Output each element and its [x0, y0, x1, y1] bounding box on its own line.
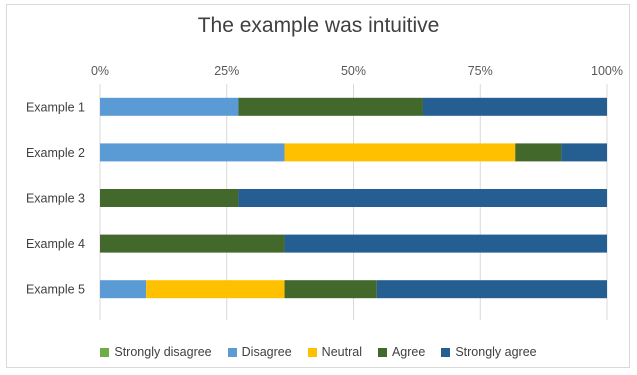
x-tick-label: 50%: [341, 64, 366, 78]
legend-swatch: [227, 347, 237, 357]
bar-segment: [284, 234, 607, 253]
bar-segment: [561, 143, 607, 162]
legend-label: Strongly disagree: [114, 345, 212, 359]
legend: Strongly disagree Disagree Neutral Agree Str…: [0, 342, 637, 362]
legend-swatch: [441, 347, 451, 357]
bar-segment: [100, 97, 239, 116]
legend-item: Neutral: [307, 345, 362, 359]
bar-segment: [238, 189, 607, 207]
bar-segment: [100, 143, 285, 162]
bar-segment: [100, 280, 147, 299]
y-axis-categories: Example 1 Example 2 Example 3 Example 4 Exam…: [26, 100, 85, 296]
legend-swatch: [377, 347, 387, 357]
bar-segment: [100, 234, 285, 253]
legend-label: Disagree: [241, 345, 292, 359]
bar-segment: [422, 97, 607, 116]
legend-item: Strongly agree: [441, 345, 537, 359]
legend-swatch: [100, 347, 110, 357]
legend-label: Neutral: [321, 345, 362, 359]
bar-segment: [284, 280, 377, 299]
bar-segment: [238, 97, 423, 116]
category-label: Example 5: [26, 283, 85, 297]
x-tick-label: 100%: [591, 64, 623, 78]
x-tick-label: 75%: [468, 64, 493, 78]
x-tick-label: 25%: [214, 64, 239, 78]
legend-item: Agree: [377, 345, 426, 359]
x-tick-label: 0%: [91, 64, 109, 78]
category-label: Example 1: [26, 100, 85, 114]
legend-item: Strongly disagree: [100, 345, 212, 359]
chart-title: The example was intuitive: [197, 14, 440, 37]
bar-segment: [515, 143, 562, 162]
bar-segment: [284, 143, 516, 162]
category-label: Example 3: [26, 192, 85, 206]
bar-segment: [146, 280, 285, 299]
legend-item: Disagree: [227, 345, 292, 359]
chart-frame: [6, 4, 630, 368]
category-label: Example 4: [26, 237, 85, 251]
legend-swatch: [307, 347, 317, 357]
category-label: Example 2: [26, 146, 85, 160]
legend-label: Strongly agree: [455, 345, 537, 359]
legend-label: Agree: [391, 345, 426, 359]
bars: [100, 97, 607, 299]
bar-segment: [100, 189, 239, 207]
x-axis-ticks: 0% 25% 50% 75% 100%: [91, 64, 623, 78]
bar-segment: [376, 280, 607, 299]
